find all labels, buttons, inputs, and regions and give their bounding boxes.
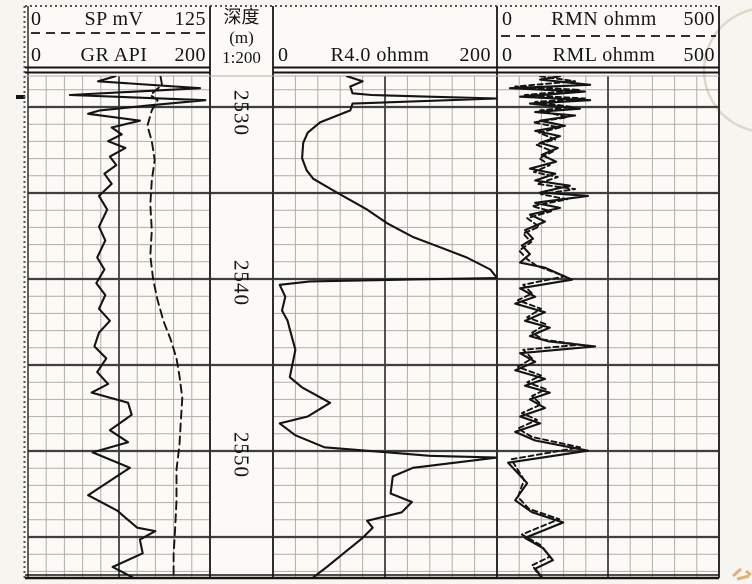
gr-scale-max: 200 xyxy=(174,44,206,66)
sp-curve xyxy=(146,76,184,578)
rml-scale-label: RML ohmm xyxy=(552,44,656,66)
chart-frame xyxy=(23,5,720,580)
track3-rmn-scale: 0 RMN ohmm 500 xyxy=(502,9,715,29)
r40-scale-min: 0 xyxy=(278,44,289,66)
depth-header-scale: 1:200 xyxy=(222,47,261,67)
sp-scale-min: 0 xyxy=(31,8,42,30)
sp-scale-max: 125 xyxy=(174,8,206,30)
track2-r40-scale: 0 R4.0 ohmm 200 xyxy=(278,45,491,65)
gr-curve xyxy=(68,76,207,578)
track3-rml-scale: 0 RML ohmm 500 xyxy=(502,45,715,65)
depth-tick-label: 2550 xyxy=(229,432,254,478)
r40-scale-label: R4.0 ohmm xyxy=(330,44,430,66)
depth-header-title: 深度 xyxy=(223,7,260,27)
rmn-scale-min: 0 xyxy=(502,8,513,30)
margin-tick-mark xyxy=(16,95,25,99)
depth-header-unit: (m) xyxy=(229,27,254,47)
corner-stamp-fragment xyxy=(732,567,752,581)
depth-column-header: 深度 (m) 1:200 xyxy=(211,7,272,67)
rmn-scale-max: 500 xyxy=(683,8,715,30)
rmn-scale-label: RMN ohmm xyxy=(551,8,657,30)
rml-scale-min: 0 xyxy=(502,44,513,66)
rml-scale-max: 500 xyxy=(683,44,715,66)
depth-tick-label: 2530 xyxy=(229,90,254,136)
paper-watermark-arc xyxy=(702,8,752,132)
rml-curve xyxy=(507,76,597,578)
r40-scale-max: 200 xyxy=(459,44,491,66)
track1-gr-scale: 0 GR API 200 xyxy=(31,45,206,65)
plot-background xyxy=(25,6,719,578)
sp-scale-label: SP mV xyxy=(84,8,144,30)
r4.0-curve xyxy=(278,76,497,578)
depth-tick-label: 2540 xyxy=(229,260,254,306)
gr-scale-label: GR API xyxy=(80,44,148,66)
gr-scale-min: 0 xyxy=(31,44,42,66)
track1-sp-scale: 0 SP mV 125 xyxy=(31,9,206,29)
